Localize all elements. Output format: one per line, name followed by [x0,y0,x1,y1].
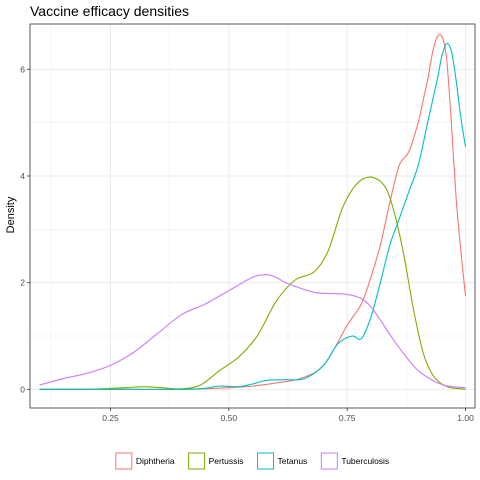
legend: Diphtheria Pertussis Tetanus Tuberculosis [115,452,389,470]
y-tick-label: 4 [20,171,25,181]
x-tick-label: 0.25 [102,413,119,423]
legend-key-diphtheria [115,452,133,470]
legend-key-tetanus [257,452,275,470]
legend-label-diphtheria: Diphtheria [136,456,175,466]
x-tick-label: 0.50 [221,413,238,423]
legend-key-tuberculosis [320,452,338,470]
legend-key-pertussis [188,452,206,470]
y-tick-label: 2 [20,278,25,288]
series-line-tetanus [39,43,467,390]
series-line-pertussis [39,176,466,390]
panel-border [29,23,476,409]
y-tick-label: 6 [20,64,25,74]
legend-label-pertussis: Pertussis [209,456,244,466]
series-line-diphtheria [39,33,467,390]
grid-lines [30,24,475,408]
y-axis-label: Density [5,196,17,233]
series-line-tuberculosis [39,274,466,389]
y-tick-label: 0 [20,384,25,394]
x-tick-label: 1.00 [457,413,474,423]
legend-label-tetanus: Tetanus [278,456,308,466]
axis-ticks: 0.25 0.50 0.75 1.00 0 2 4 6 [20,64,474,423]
legend-label-tuberculosis: Tuberculosis [341,456,389,466]
series-lines [39,33,467,390]
chart-title: Vaccine efficacy densities [30,3,189,19]
x-tick-label: 0.75 [339,413,356,423]
